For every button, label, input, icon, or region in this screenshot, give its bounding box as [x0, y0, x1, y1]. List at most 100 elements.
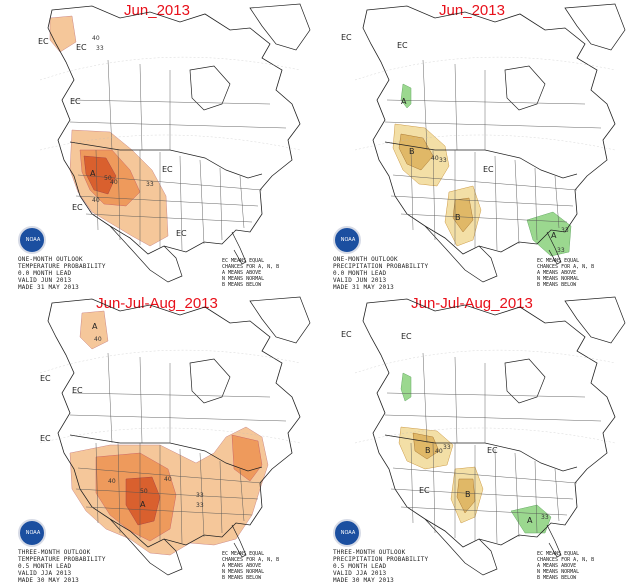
contour-label: 40 [92, 197, 100, 204]
panel-jun-precipitation: Jun_2013 EC EC A B 40 33 EC B A 33 33 NOAA ONE-MONTH… [315, 0, 629, 292]
contour-label: 33 [439, 157, 447, 164]
panel-title: Jun_2013 [439, 2, 505, 19]
legend-line: N MEANS NORMAL [537, 276, 580, 282]
category-label: B [455, 213, 461, 222]
contour-label: 40 [110, 179, 118, 186]
legend-line: EC MEANS EQUAL [222, 551, 265, 557]
contour-label: 33 [541, 514, 549, 521]
caption-line: 0.0 MONTH LEAD [18, 270, 72, 277]
contour-label: 40 [94, 336, 102, 343]
caption-line: PRECIPITATION PROBABILITY [333, 556, 429, 563]
panel-title: Jun-Jul-Aug_2013 [411, 295, 533, 312]
panel-title: Jun_2013 [124, 2, 190, 19]
caption-line: VALID JJA 2013 [333, 570, 387, 577]
caption-line: 0.5 MONTH LEAD [18, 563, 72, 570]
legend-line: B MEANS BELOW [222, 282, 262, 288]
caption-line: PRECIPITATION PROBABILITY [333, 263, 429, 270]
caption-line: MADE 30 MAY 2013 [18, 577, 79, 584]
outlook-map: A 40 EC EC EC 40 A 50 40 33 33 [39, 296, 311, 576]
contour-label: 40 [108, 478, 116, 485]
contour-label: 50 [140, 488, 148, 495]
category-label: B [409, 147, 415, 156]
outlook-caption: ONE-MONTH OUTLOOK TEMPERATURE PROBABILITY… [18, 256, 106, 291]
caption-line: MADE 30 MAY 2013 [333, 577, 394, 584]
outlook-caption: THREE-MONTH OUTLOOK TEMPERATURE PROBABILI… [18, 549, 106, 584]
legend-line: CHANCES FOR A, N, B [537, 557, 595, 563]
ec-label: EC [341, 330, 352, 339]
contour-label: 33 [96, 45, 104, 52]
legend-line: CHANCES FOR A, N, B [222, 557, 280, 563]
ec-label: EC [70, 97, 81, 106]
ec-label: EC [401, 332, 412, 341]
ec-label: EC [487, 446, 498, 455]
caption-line: THREE-MONTH OUTLOOK [333, 549, 406, 556]
noaa-logo-icon: NOAA [333, 226, 361, 254]
caption-line: ONE-MONTH OUTLOOK [333, 256, 398, 263]
caption-line: 0.0 MONTH LEAD [333, 270, 387, 277]
caption-line: MADE 31 MAY 2013 [333, 284, 394, 291]
legend-line: EC MEANS EQUAL [222, 258, 265, 264]
contour-label: 33 [196, 492, 204, 499]
outlook-caption: ONE-MONTH OUTLOOK PRECIPITATION PROBABILI… [333, 256, 428, 291]
caption-line: 0.5 MONTH LEAD [333, 563, 387, 570]
category-label: A [90, 169, 96, 178]
legend-line: EC MEANS EQUAL [537, 551, 580, 557]
caption-line: ONE-MONTH OUTLOOK [18, 256, 83, 263]
caption-line: TEMPERATURE PROBABILITY [18, 556, 106, 563]
outlook-caption: THREE-MONTH OUTLOOK PRECIPITATION PROBABI… [333, 549, 428, 584]
legend-line: N MEANS NORMAL [222, 569, 265, 575]
panel-jja-precipitation: Jun-Jul-Aug_2013 EC EC B 40 33 EC EC B A 33 NOAA TH… [315, 293, 629, 585]
ec-label: EC [162, 165, 173, 174]
ec-label: EC [176, 229, 187, 238]
ec-label: EC [483, 165, 494, 174]
legend-line: B MEANS BELOW [222, 575, 262, 581]
noaa-logo-icon: NOAA [333, 519, 361, 547]
contour-label: 40 [431, 155, 439, 162]
panel-jun-temperature: Jun_2013 EC EC 40 33 EC A 50 40 33 EC EC 40 EC NOAA ON… [0, 0, 314, 292]
contour-label: 33 [561, 227, 569, 234]
category-label: A [401, 97, 407, 106]
contour-label: 40 [435, 448, 443, 455]
ec-label: EC [40, 374, 51, 383]
category-label: B [425, 446, 431, 455]
contour-label: 50 [104, 175, 112, 182]
category-label: A [140, 500, 146, 509]
legend-line: A MEANS ABOVE [537, 270, 577, 276]
legend-line: A MEANS ABOVE [222, 270, 262, 276]
legend-line: N MEANS NORMAL [222, 276, 265, 282]
contour-label: 40 [164, 476, 172, 483]
ec-label: EC [72, 386, 83, 395]
caption-line: VALID JUN 2013 [18, 277, 72, 284]
legend-line: N MEANS NORMAL [537, 569, 580, 575]
caption-line: MADE 31 MAY 2013 [18, 284, 79, 291]
category-label: A [527, 516, 533, 525]
caption-line: VALID JJA 2013 [18, 570, 72, 577]
ec-label: EC [419, 486, 430, 495]
legend-line: EC MEANS EQUAL [537, 258, 580, 264]
noaa-logo-icon: NOAA [18, 226, 46, 254]
ec-label: EC [76, 43, 87, 52]
contour-label: 33 [146, 181, 154, 188]
category-label: B [465, 490, 471, 499]
legend-line: A MEANS ABOVE [222, 563, 262, 569]
legend-line: A MEANS ABOVE [537, 563, 577, 569]
noaa-logo-icon: NOAA [18, 519, 46, 547]
noaa-logo-text: NOAA [340, 237, 356, 243]
legend-line: CHANCES FOR A, N, B [537, 264, 595, 270]
caption-line: TEMPERATURE PROBABILITY [18, 263, 106, 270]
ec-label: EC [72, 203, 83, 212]
category-label: A [92, 322, 98, 331]
panel-jja-temperature: Jun-Jul-Aug_2013 A 40 EC EC EC 40 A 50 40 33 33 NOA… [0, 293, 314, 585]
ec-label: EC [40, 434, 51, 443]
legend-line: B MEANS BELOW [537, 575, 577, 581]
contour-label: 40 [92, 35, 100, 42]
contour-label: 33 [443, 444, 451, 451]
ec-label: EC [341, 33, 352, 42]
